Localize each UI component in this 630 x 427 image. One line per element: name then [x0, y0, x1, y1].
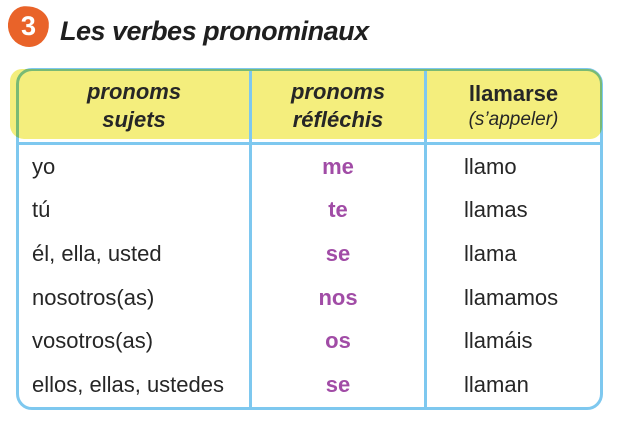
reflexive-pronoun-cell: nos — [252, 276, 427, 320]
table-grid: pronoms sujets pronoms réfléchis llamars… — [19, 71, 600, 407]
reflexive-pronoun-cell: os — [252, 319, 427, 364]
reflexive-pronoun-cell: te — [252, 188, 427, 233]
subject-pronoun-cell: ellos, ellas, ustedes — [19, 363, 252, 407]
conjugation-table: pronoms sujets pronoms réfléchis llamars… — [10, 68, 603, 410]
subject-pronoun-cell: él, ella, usted — [19, 232, 252, 276]
subject-pronoun-cell: vosotros(as) — [19, 319, 252, 364]
header-line: sujets — [102, 106, 166, 132]
verb-form-cell: llaman — [464, 372, 529, 398]
verb-form-cell: llamo — [464, 153, 517, 179]
verb-form-cell: llama — [464, 241, 517, 267]
verb-form-cell: llamamos — [464, 284, 559, 310]
section-number: 3 — [20, 10, 37, 42]
section-heading: 3 Les verbes pronominaux — [0, 0, 630, 60]
verb-form-cell: llamas — [464, 197, 528, 223]
reflexive-pronoun-cell: se — [252, 232, 427, 276]
subject-pronoun-cell: nosotros(as) — [19, 276, 252, 320]
header-line: pronoms — [86, 78, 182, 104]
header-line: llamarse — [468, 80, 559, 106]
verb-form-cell: llamáis — [464, 328, 533, 354]
header-llamarse: llamarse (s’appeler) — [427, 71, 600, 145]
header-line: (s’appeler) — [468, 108, 559, 130]
header-pronoms-reflechis: pronoms réfléchis — [252, 71, 427, 145]
reflexive-pronoun-cell: se — [252, 363, 427, 407]
section-number-badge: 3 — [6, 4, 51, 49]
reflexive-pronoun-cell: me — [252, 145, 427, 189]
page-title: Les verbes pronominaux — [60, 16, 369, 46]
subject-pronoun-cell: yo — [19, 145, 252, 189]
header-line: pronoms — [290, 78, 386, 104]
header-pronoms-sujets: pronoms sujets — [19, 71, 252, 145]
subject-pronoun-cell: tú — [19, 188, 252, 233]
header-line: réfléchis — [292, 106, 384, 132]
